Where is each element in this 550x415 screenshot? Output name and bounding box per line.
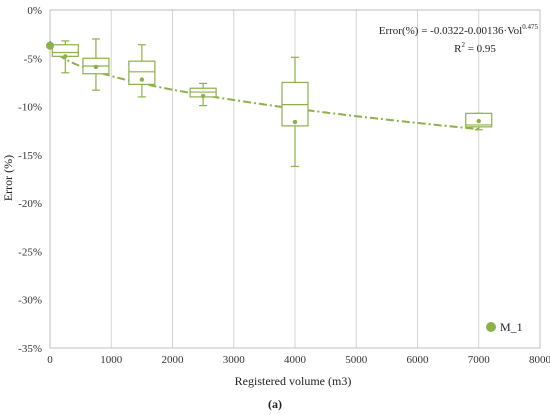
box-item xyxy=(189,82,217,107)
legend-marker xyxy=(486,322,496,332)
box-item xyxy=(82,38,110,91)
box-mean-marker xyxy=(292,119,298,125)
y-tick-label: -30% xyxy=(18,295,42,307)
equation-exponent: 0.475 xyxy=(522,23,538,31)
regression-equation: Error(%) = -0.0322-0.00136·Vol0.475 xyxy=(379,23,539,37)
y-tick-label: -5% xyxy=(24,53,42,65)
x-tick-label: 8000 xyxy=(529,354,550,366)
x-tick-label: 3000 xyxy=(223,354,246,366)
y-tick-label: -10% xyxy=(18,102,42,114)
r-squared-value: = 0.95 xyxy=(465,43,496,55)
x-tick-label: 1000 xyxy=(100,354,123,366)
figure-caption: (a) xyxy=(268,397,282,411)
x-tick-label: 5000 xyxy=(345,354,368,366)
y-tick-label: 0% xyxy=(27,5,42,17)
x-tick-label: 4000 xyxy=(284,354,307,366)
x-tick-label: 7000 xyxy=(468,354,491,366)
x-tick-label: 2000 xyxy=(162,354,185,366)
box-mean-marker xyxy=(139,77,145,82)
x-tick-label: 0 xyxy=(47,354,53,366)
box-item xyxy=(465,112,493,131)
box-group xyxy=(46,38,493,168)
box-item xyxy=(281,56,309,168)
y-tick-labels: 0% -5% -10% -15% -20% -25% -30% -35% xyxy=(18,5,42,355)
box-item xyxy=(128,44,156,98)
legend-label: M_1 xyxy=(500,320,523,334)
box-mean-marker xyxy=(476,118,481,124)
box-body xyxy=(128,60,156,85)
box-mean-marker xyxy=(63,54,68,59)
y-tick-label: -15% xyxy=(18,150,42,162)
trend-line xyxy=(49,40,479,131)
r-squared: R2 = 0.95 xyxy=(454,41,496,55)
box-item xyxy=(51,40,79,74)
y-axis-title: Error (%) xyxy=(1,155,15,201)
equation-main: Error(%) = -0.0322-0.00136·Vol xyxy=(379,25,522,37)
box-mean-marker xyxy=(200,93,206,99)
plot-frame xyxy=(49,9,541,349)
trend-line-group xyxy=(49,40,479,131)
y-tick-label: -20% xyxy=(18,198,42,210)
y-tick-label: -25% xyxy=(18,246,42,258)
r-squared-exponent: 2 xyxy=(461,41,465,49)
data-point xyxy=(46,41,54,50)
x-axis-title: Registered volume (m3) xyxy=(235,374,352,388)
box-mean-marker xyxy=(93,64,99,70)
r-squared-symbol: R xyxy=(454,43,462,55)
y-tick-label: -35% xyxy=(18,343,42,355)
x-tick-labels: 0 1000 2000 3000 4000 5000 6000 7000 8000 xyxy=(47,354,550,366)
x-tick-label: 6000 xyxy=(407,354,430,366)
